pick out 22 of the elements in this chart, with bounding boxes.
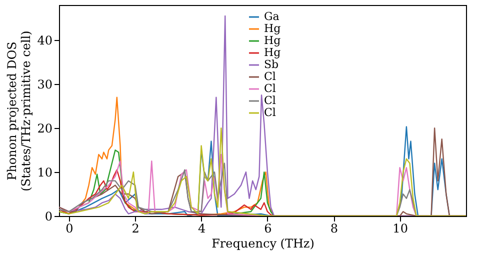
x-tick-label: 8 [330,222,338,236]
x-tick-label: 0 [66,222,74,236]
legend-label: Cl [264,106,276,119]
y-tick-label: 10 [37,166,52,180]
x-axis-title: Frequency (THz) [212,236,314,250]
legend-label: Hg [264,22,281,35]
legend-label: Hg [264,46,281,59]
legend-label: Cl [264,82,276,95]
y-tick-label: 30 [37,78,52,92]
legend-label: Hg [264,34,281,47]
x-tick-label: 4 [198,222,206,236]
x-tick-label: 10 [392,222,408,236]
y-tick-label: 20 [37,122,52,136]
y-tick-label: 40 [37,34,52,48]
x-tick-label: 6 [264,222,272,236]
x-tick-label: 2 [132,222,140,236]
legend-label: Sb [264,58,279,71]
y-axis-title: Phonon projected DOS (States/THz·primitive cell) [5,30,34,192]
y-tick-label: 0 [44,210,52,224]
legend-label: Cl [264,94,276,107]
legend-label: Ga [264,10,280,23]
legend-label: Cl [264,70,276,83]
